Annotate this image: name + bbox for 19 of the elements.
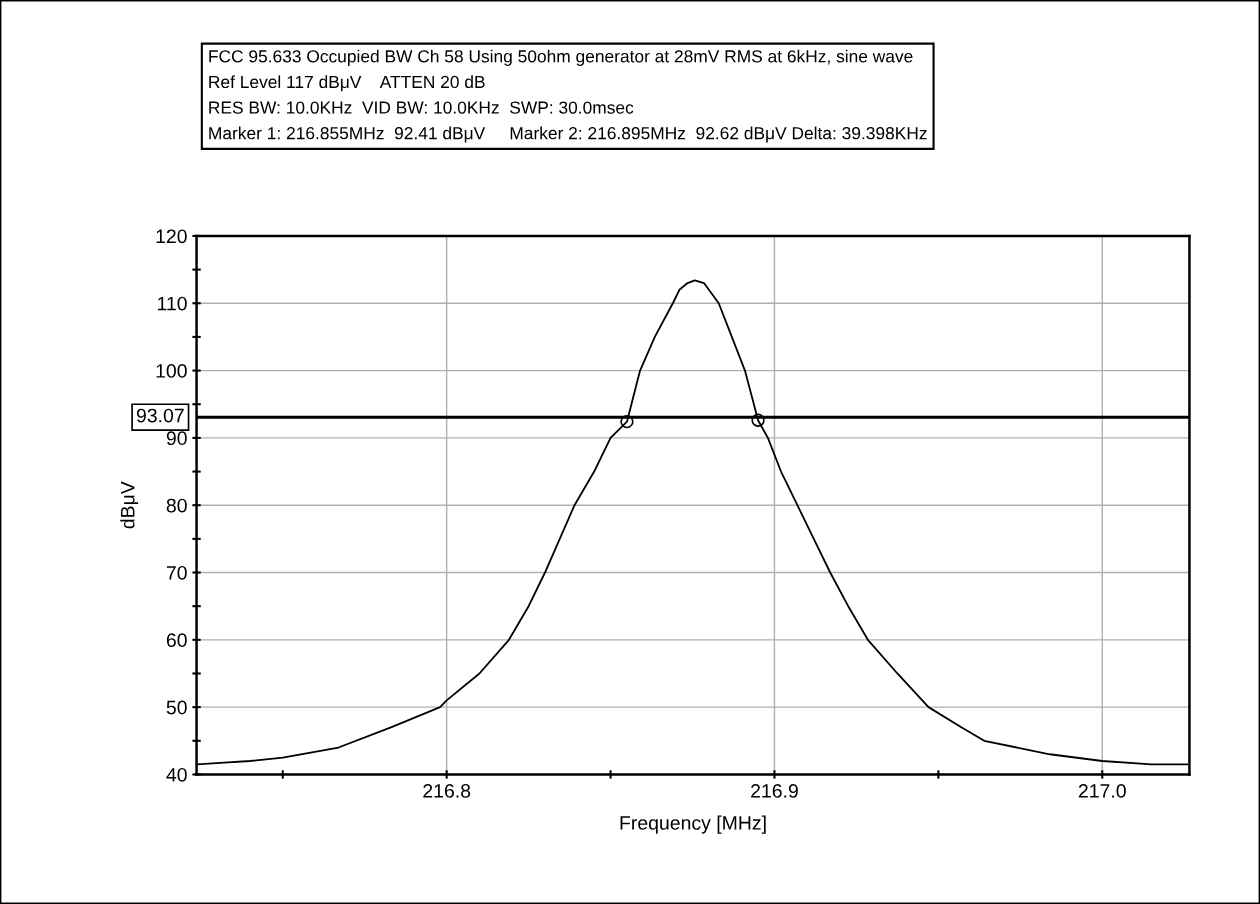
text: Ref Level 117 dBμV ATTEN 20 dB <box>209 75 485 92</box>
y-tick-label: 60 <box>166 633 187 648</box>
text: RES BW: 10.0KHz VID BW: 10.0KHz SWP: 30.0msec <box>209 101 634 114</box>
x-tick-label: 216.8 <box>423 784 471 798</box>
text: Marker 1: 216.855MHz 92.41 dBμV Marker 2: 216.895MHz 92.62 dBμV Delta: 39.398KHz <box>209 126 927 143</box>
x-tick-label: 216.9 <box>751 784 798 798</box>
chart-title: FCC 95.633 Occupied BW Ch 58 Using 50ohm generator at 28mV RMS at 6kHz, sine wave <box>209 49 913 66</box>
x-axis-title: Frequency [MHz] <box>620 815 766 834</box>
y-tick-label: 40 <box>166 767 187 782</box>
y-tick-label: 100 <box>156 364 187 378</box>
y-tick-label: 80 <box>166 498 187 513</box>
x-tick-label: 217.0 <box>1078 784 1126 798</box>
ref-line-label: 93.07 <box>136 408 184 423</box>
y-tick-label: 90 <box>166 431 187 446</box>
y-tick-label: 50 <box>166 700 187 715</box>
y-tick-label: 110 <box>158 296 187 311</box>
y-tick-label: 120 <box>156 229 187 244</box>
y-tick-label: 70 <box>166 565 187 580</box>
y-axis-title: dBμV <box>120 481 139 529</box>
